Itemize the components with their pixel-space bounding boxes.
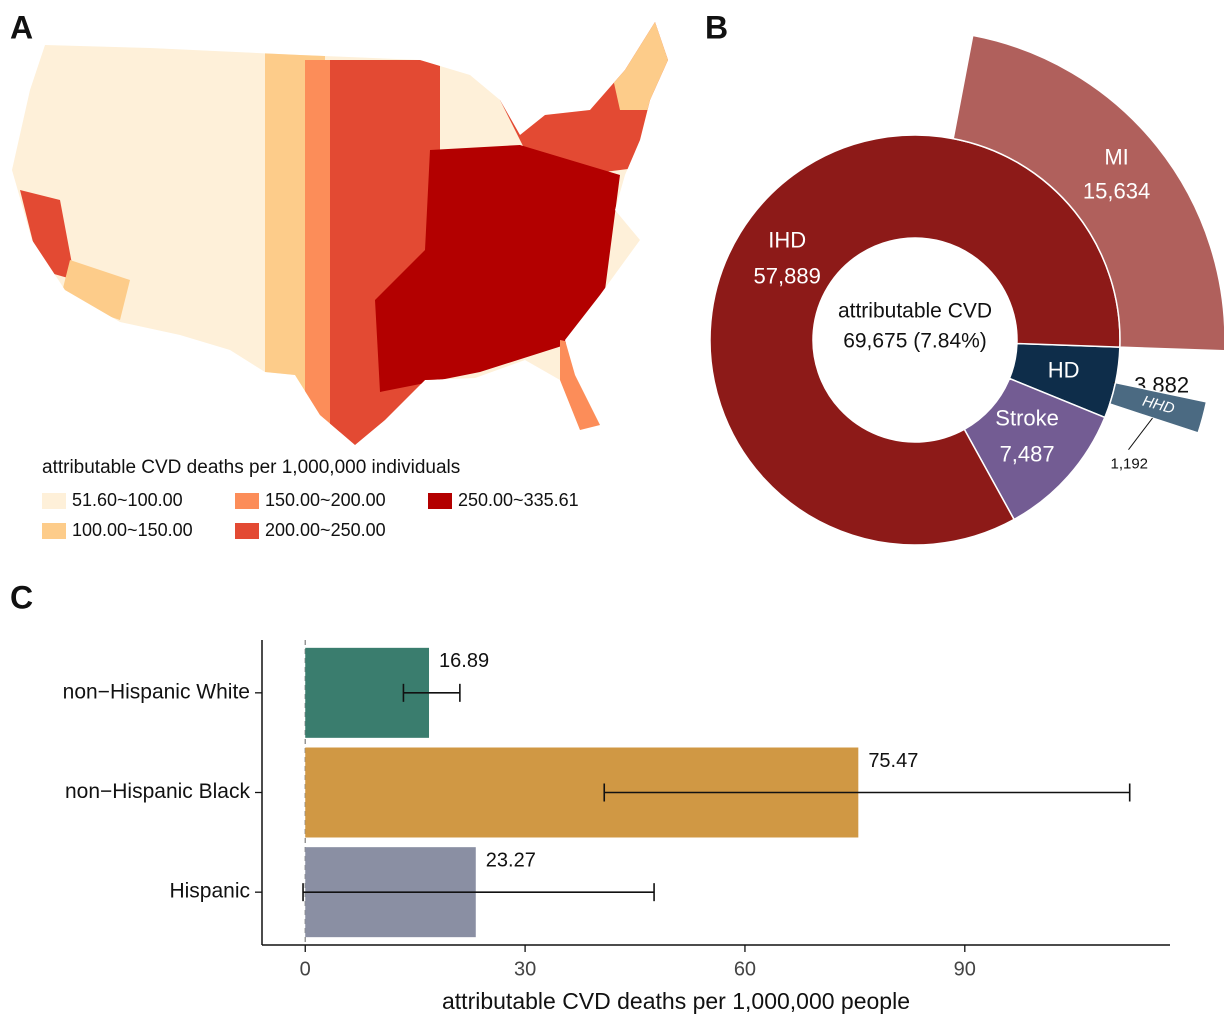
y-tick-label: non−Hispanic White <box>63 680 250 703</box>
leader-line <box>1128 417 1153 450</box>
outer-segment <box>952 34 1224 352</box>
x-tick-label: 90 <box>954 958 976 980</box>
center-label: attributable CVD <box>838 300 992 323</box>
center-label: 69,675 (7.84%) <box>843 330 987 353</box>
legend-label: 100.00~150.00 <box>72 520 193 540</box>
legend-label: 250.00~335.61 <box>458 490 579 510</box>
x-tick-label: 30 <box>514 958 536 980</box>
legend-label: 51.60~100.00 <box>72 490 183 510</box>
segment-name: HD <box>1048 358 1080 383</box>
segment-name: MI <box>1104 145 1128 170</box>
legend-swatch <box>42 493 66 509</box>
segment-value: 15,634 <box>1083 179 1150 204</box>
segment-value: 57,889 <box>754 263 821 288</box>
y-tick-label: Hispanic <box>169 880 250 903</box>
value-label: 23.27 <box>486 849 536 871</box>
x-tick-label: 0 <box>300 958 311 980</box>
legend-swatch <box>42 523 66 539</box>
legend-swatch <box>235 523 259 539</box>
legend-swatch <box>428 493 452 509</box>
panel-label: A <box>10 9 33 45</box>
legend-title: attributable CVD deaths per 1,000,000 in… <box>42 457 460 478</box>
outer-segment <box>1108 381 1208 434</box>
y-tick-label: non−Hispanic Black <box>65 780 251 803</box>
legend-label: 200.00~250.00 <box>265 520 386 540</box>
legend-label: 150.00~200.00 <box>265 490 386 510</box>
map <box>12 22 668 445</box>
value-label: 75.47 <box>868 750 918 772</box>
segment-name: Stroke <box>995 405 1059 430</box>
segment-value: 7,487 <box>1000 441 1055 466</box>
legend-swatch <box>235 493 259 509</box>
panel-label: B <box>705 9 728 45</box>
segment-name: IHD <box>768 227 806 252</box>
segment-value: 1,192 <box>1110 456 1148 473</box>
x-axis-label: attributable CVD deaths per 1,000,000 pe… <box>442 988 910 1014</box>
value-label: 16.89 <box>439 650 489 672</box>
x-tick-label: 60 <box>734 958 756 980</box>
panel-label: C <box>10 579 33 615</box>
